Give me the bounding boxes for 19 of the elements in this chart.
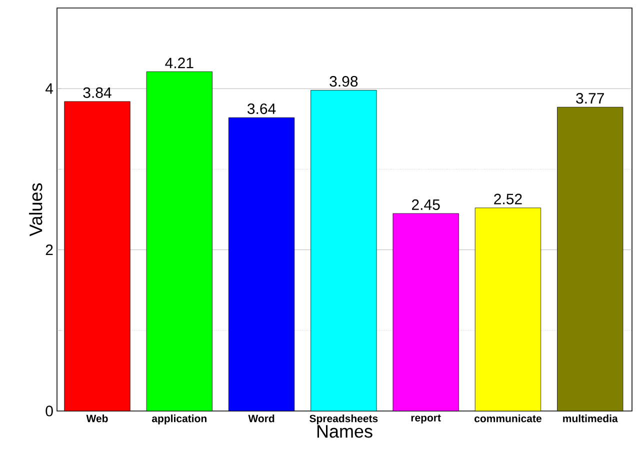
y-axis-title: Values	[29, 183, 42, 236]
x-tick-label: Word	[248, 414, 274, 422]
data-label: 4.21	[165, 58, 194, 68]
data-label: 3.84	[83, 87, 112, 98]
y-tick-label: 0	[46, 406, 53, 416]
x-tick-label: Spreadsheets	[310, 414, 378, 424]
data-label: 3.64	[248, 103, 276, 114]
data-label: 2.45	[412, 199, 440, 210]
data-label: 3.98	[330, 76, 358, 87]
y-tick-label: 4	[45, 83, 54, 94]
y-tick-label: 2	[46, 244, 53, 256]
x-tick-label: report	[411, 414, 441, 424]
x-axis-title: Names	[317, 425, 372, 438]
x-tick-label: application	[152, 414, 206, 424]
x-tick-label: communicate	[474, 414, 542, 422]
data-label: 2.52	[494, 194, 522, 204]
x-tick-label: Web	[86, 414, 108, 422]
x-tick-label: multimedia	[563, 414, 618, 422]
data-label: 3.77	[576, 92, 604, 104]
